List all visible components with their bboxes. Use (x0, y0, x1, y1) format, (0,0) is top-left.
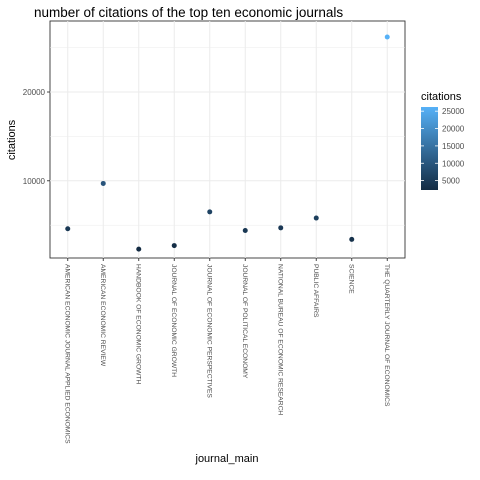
y-tick-label: 20000 (23, 88, 46, 97)
legend-color-bar (421, 107, 438, 190)
data-point (207, 209, 213, 215)
data-point (313, 215, 319, 221)
color-legend: citations 5000 10000 15000 20000 25000 (421, 91, 465, 190)
data-point (65, 226, 71, 232)
legend-label: 10000 (442, 159, 465, 168)
data-point (100, 180, 106, 186)
data-point (242, 227, 248, 233)
y-axis: 10000 20000 (23, 88, 50, 186)
legend-label: 20000 (442, 125, 465, 134)
x-tick-label: PUBLIC AFFAIRS (312, 264, 319, 318)
x-tick-label: THE QUARTERLY JOURNAL OF ECONOMICS (383, 264, 390, 407)
x-axis: AMERICAN ECONOMIC JOURNAL APPLIED ECONOM… (63, 258, 390, 444)
data-point (384, 34, 390, 40)
data-point (136, 246, 142, 252)
legend-ticks: 5000 10000 15000 20000 25000 (421, 107, 465, 186)
legend-title: citations (421, 91, 462, 103)
x-tick-label: HANDBOOK OF ECONOMIC GROWTH (134, 264, 141, 385)
x-tick-label: AMERICAN ECONOMIC JOURNAL APPLIED ECONOM… (63, 264, 70, 444)
data-point (349, 236, 355, 242)
plot-panel (49, 20, 406, 259)
data-points (65, 34, 390, 252)
data-point (171, 243, 177, 249)
x-axis-title: journal_main (195, 453, 259, 465)
x-tick-label: AMERICAN ECONOMIC REVIEW (99, 264, 106, 367)
x-tick-label: NATIONAL BUREAU OF ECONOMIC RESEARCH (276, 264, 283, 415)
x-tick-label: JOURNAL OF POLITICAL ECONOMY (241, 264, 248, 379)
x-tick-label: JOURNAL OF ECONOMIC GROWTH (170, 264, 177, 377)
y-tick-label: 10000 (23, 177, 46, 186)
y-axis-title: citations (6, 119, 18, 160)
data-point (278, 225, 284, 231)
legend-label: 5000 (442, 177, 460, 186)
x-tick-label: JOURNAL OF ECONOMIC PERSPECTIVES (205, 264, 212, 398)
chart-title: number of citations of the top ten econo… (34, 5, 343, 20)
legend-label: 25000 (442, 107, 465, 116)
legend-label: 15000 (442, 142, 465, 151)
x-tick-label: SCIENCE (347, 264, 354, 294)
grid-lines (50, 21, 405, 258)
